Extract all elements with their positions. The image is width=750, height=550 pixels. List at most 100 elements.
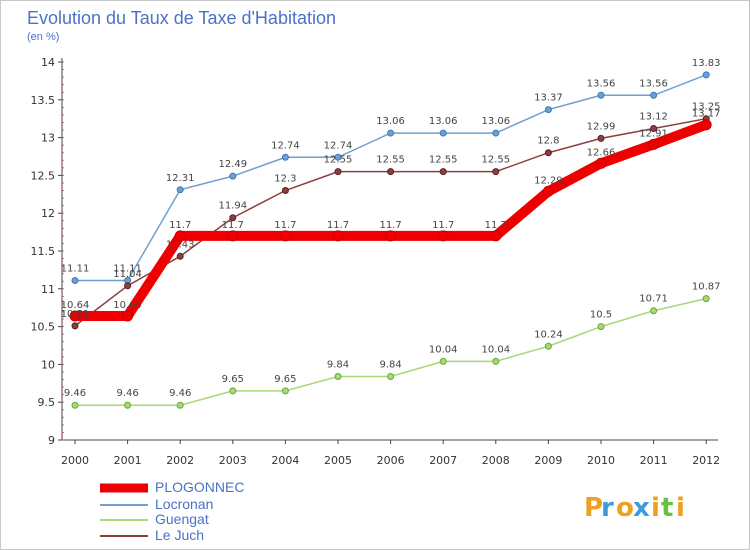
data-label: 11.7 bbox=[169, 220, 191, 231]
data-point bbox=[702, 295, 710, 303]
data-label: 12.3 bbox=[274, 174, 296, 185]
data-point bbox=[176, 186, 184, 194]
data-label: 11.04 bbox=[113, 269, 142, 280]
data-label: 11.7 bbox=[432, 220, 454, 231]
data-label: 9.46 bbox=[169, 388, 191, 399]
data-point bbox=[439, 129, 447, 137]
data-point bbox=[334, 153, 342, 161]
data-point bbox=[437, 230, 449, 242]
data-label: 13.25 bbox=[692, 102, 721, 113]
legend-label: PLOGONNEC bbox=[155, 479, 244, 495]
data-label: 9.65 bbox=[274, 374, 296, 385]
y-tick-label: 11 bbox=[41, 283, 55, 296]
x-tick-label: 2006 bbox=[377, 454, 405, 467]
data-point bbox=[334, 168, 342, 176]
data-label: 11.7 bbox=[485, 220, 507, 231]
legend-label: Le Juch bbox=[155, 527, 204, 543]
data-point bbox=[492, 168, 500, 176]
data-point bbox=[176, 252, 184, 260]
data-label: 12.55 bbox=[481, 155, 510, 166]
logo-letter: r bbox=[601, 493, 614, 523]
y-tick-label: 10 bbox=[41, 358, 55, 371]
data-label: 13.56 bbox=[639, 78, 668, 89]
data-point bbox=[124, 401, 132, 409]
data-label: 12.29 bbox=[534, 175, 563, 186]
data-point bbox=[387, 168, 395, 176]
data-point bbox=[544, 342, 552, 350]
data-point bbox=[176, 401, 184, 409]
chart-title: Evolution du Taux de Taxe d'Habitation bbox=[27, 8, 336, 28]
data-point bbox=[700, 119, 712, 131]
y-tick-label: 13.5 bbox=[31, 94, 56, 107]
data-label: 10.24 bbox=[534, 329, 563, 340]
data-point bbox=[332, 230, 344, 242]
x-tick-label: 2007 bbox=[429, 454, 457, 467]
data-label: 13.17 bbox=[692, 109, 721, 120]
data-point bbox=[334, 372, 342, 380]
data-point bbox=[650, 307, 658, 315]
data-point bbox=[542, 185, 554, 197]
data-label: 12.66 bbox=[587, 147, 616, 158]
x-tick-label: 2012 bbox=[692, 454, 720, 467]
y-tick-label: 12.5 bbox=[31, 169, 56, 182]
data-label: 13.06 bbox=[429, 116, 458, 127]
y-tick-label: 13 bbox=[41, 132, 55, 145]
data-point bbox=[71, 401, 79, 409]
data-label: 9.46 bbox=[64, 388, 86, 399]
logo-letter: P bbox=[584, 493, 603, 523]
data-point bbox=[544, 149, 552, 157]
data-point bbox=[597, 134, 605, 142]
data-point bbox=[227, 230, 239, 242]
data-label: 13.83 bbox=[692, 58, 721, 69]
data-label: 11.7 bbox=[327, 220, 349, 231]
data-point bbox=[439, 168, 447, 176]
legend-label: Guengat bbox=[155, 511, 209, 527]
y-tick-label: 14 bbox=[41, 56, 55, 69]
logo-letter: x bbox=[633, 493, 650, 523]
data-label: 10.71 bbox=[639, 294, 668, 305]
x-tick-label: 2005 bbox=[324, 454, 352, 467]
data-point bbox=[122, 310, 134, 322]
data-label: 12.91 bbox=[639, 128, 668, 139]
data-label: 9.84 bbox=[327, 359, 349, 370]
data-point bbox=[492, 129, 500, 137]
data-point bbox=[650, 91, 658, 99]
data-point bbox=[281, 153, 289, 161]
data-label: 11.11 bbox=[61, 263, 90, 274]
data-label: 11.7 bbox=[274, 220, 296, 231]
data-label: 11.94 bbox=[218, 201, 247, 212]
data-label: 10.64 bbox=[113, 300, 142, 311]
data-label: 12.74 bbox=[271, 140, 300, 151]
data-point bbox=[71, 322, 79, 330]
y-tick-label: 9.5 bbox=[38, 396, 56, 409]
data-point bbox=[174, 230, 186, 242]
proxiti-logo: Pr o x i t i bbox=[584, 493, 685, 523]
data-point bbox=[229, 214, 237, 222]
data-point bbox=[597, 91, 605, 99]
x-tick-label: 2009 bbox=[534, 454, 562, 467]
data-point bbox=[597, 323, 605, 331]
x-tick-label: 2010 bbox=[587, 454, 615, 467]
data-point bbox=[385, 230, 397, 242]
data-label: 13.06 bbox=[376, 116, 405, 127]
logo-letter: o bbox=[616, 493, 634, 523]
data-point bbox=[702, 71, 710, 79]
data-label: 13.56 bbox=[587, 78, 616, 89]
data-labels: 10.64 10.64 11.7 11.7 11.7 11.7 11.7 11.7 11.7 12… bbox=[61, 58, 721, 399]
data-point bbox=[439, 357, 447, 365]
data-label: 12.55 bbox=[324, 155, 353, 166]
x-tick-label: 2008 bbox=[482, 454, 510, 467]
data-point bbox=[387, 372, 395, 380]
data-label: 13.37 bbox=[534, 93, 563, 104]
x-tick-label: 2011 bbox=[640, 454, 668, 467]
data-point bbox=[229, 172, 237, 180]
data-label: 11.43 bbox=[166, 239, 195, 250]
data-label: 12.55 bbox=[376, 155, 405, 166]
data-label: 11.7 bbox=[379, 220, 401, 231]
data-label: 11.7 bbox=[222, 220, 244, 231]
data-label: 10.64 bbox=[61, 300, 90, 311]
y-tick-label: 9 bbox=[48, 434, 55, 447]
data-point bbox=[492, 357, 500, 365]
